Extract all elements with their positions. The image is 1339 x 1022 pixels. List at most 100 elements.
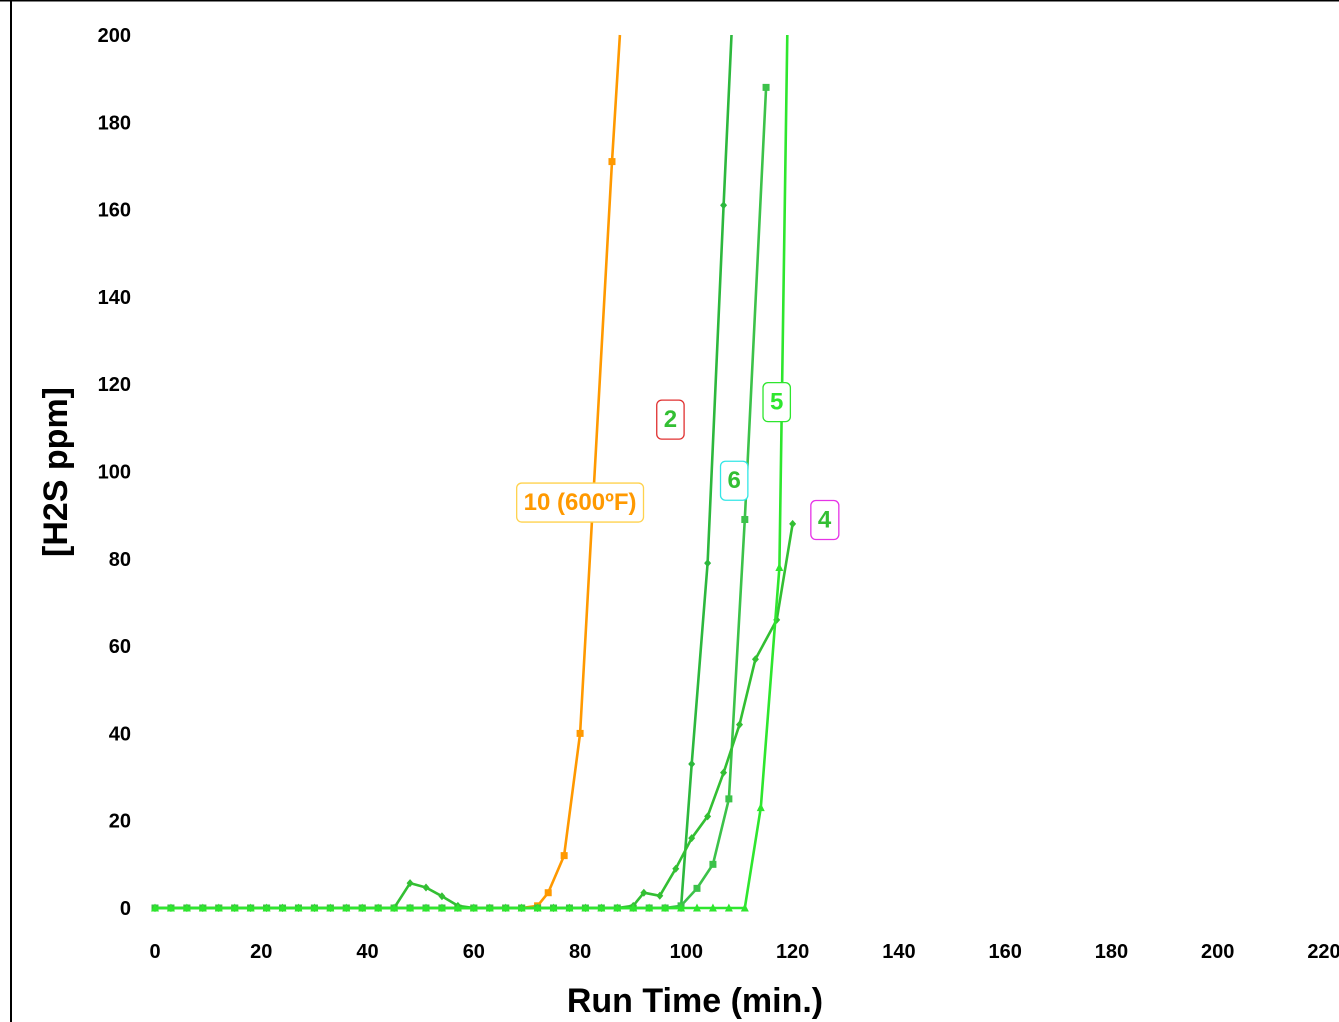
data-point	[214, 903, 223, 912]
data-point	[390, 903, 399, 912]
x-tick-label: 0	[149, 941, 160, 963]
series-4	[151, 519, 797, 912]
data-point	[692, 903, 701, 912]
x-tick-label: 180	[1095, 941, 1128, 963]
y-tick-label: 160	[98, 200, 131, 222]
series-line	[155, 34, 733, 910]
data-point	[421, 903, 430, 912]
y-tick-label: 0	[120, 898, 131, 920]
x-tick-label: 200	[1201, 941, 1234, 963]
data-point	[166, 903, 175, 912]
data-point	[608, 158, 616, 166]
callout-group: 10 (600ºF) 2 6 5 4	[516, 382, 840, 541]
data-point	[751, 655, 759, 664]
callout-border	[516, 482, 645, 523]
data-point	[756, 803, 765, 812]
data-point	[645, 903, 654, 912]
data-point	[693, 884, 701, 892]
data-point	[789, 519, 797, 528]
data-point	[358, 903, 367, 912]
data-point	[704, 559, 712, 568]
x-tick-label: 140	[882, 941, 915, 963]
data-point	[688, 834, 696, 843]
data-point	[262, 903, 271, 912]
callout-6: 6	[719, 460, 749, 501]
callout-5: 5	[762, 382, 792, 423]
data-point	[310, 903, 319, 912]
callout-border	[810, 499, 840, 541]
x-tick-label: 160	[988, 941, 1021, 963]
y-tick-label: 20	[109, 811, 131, 833]
data-point	[677, 903, 686, 912]
data-point	[230, 903, 239, 912]
callout-10-600-f: 10 (600ºF)	[516, 482, 645, 523]
data-point	[342, 903, 351, 912]
x-tick-label: 60	[463, 941, 485, 963]
y-tick-label: 100	[98, 462, 131, 484]
data-point	[704, 812, 712, 821]
data-point	[613, 903, 622, 912]
data-point	[629, 903, 638, 912]
callout-2: 2	[656, 399, 685, 440]
data-point	[725, 795, 733, 803]
callout-label: 5	[770, 389, 783, 416]
callout-border	[719, 460, 749, 501]
data-point	[453, 903, 462, 912]
y-tick-labels: 0 20 40 60 80 100 120 140 160 180 200	[98, 25, 131, 920]
x-tick-label: 20	[250, 941, 272, 963]
data-point	[661, 903, 670, 912]
data-point	[560, 852, 568, 860]
data-point	[517, 903, 526, 912]
x-tick-label: 220	[1307, 941, 1339, 963]
data-point	[720, 768, 728, 777]
x-axis-title: Run Time (min.)	[567, 982, 823, 1020]
callout-label: 10 (600ºF)	[524, 489, 637, 516]
data-point	[741, 516, 749, 524]
y-tick-label: 40	[109, 723, 131, 745]
data-point	[246, 903, 255, 912]
data-point	[438, 892, 446, 901]
data-point	[549, 903, 558, 912]
data-point	[485, 903, 494, 912]
series-line	[155, 34, 789, 910]
data-point	[775, 563, 784, 572]
data-point	[581, 903, 590, 912]
y-axis-title: [H2S ppm]	[37, 387, 75, 557]
y-tick-label: 140	[98, 287, 131, 309]
data-point	[762, 83, 770, 91]
y-tick-label: 80	[109, 549, 131, 571]
y-tick-label: 60	[109, 636, 131, 658]
data-point	[565, 903, 574, 912]
data-point	[406, 903, 415, 912]
series-6	[151, 83, 770, 912]
data-point	[182, 903, 191, 912]
x-tick-label: 40	[356, 941, 378, 963]
x-tick-label: 80	[569, 941, 591, 963]
data-point	[406, 879, 414, 888]
callout-border	[656, 399, 685, 440]
data-point	[672, 864, 680, 873]
y-tick-label: 120	[98, 374, 131, 396]
x-tick-labels: 0 20 40 60 80 100 120 140 160 180 200 220	[149, 941, 1339, 963]
callout-label: 4	[818, 507, 832, 534]
data-point	[740, 903, 749, 912]
series-5	[151, 34, 789, 912]
data-point	[151, 903, 159, 912]
series-line	[155, 523, 794, 910]
callout-4: 4	[810, 499, 840, 541]
data-point	[640, 888, 648, 897]
series-group	[151, 34, 797, 912]
data-point	[198, 903, 207, 912]
data-point	[544, 889, 552, 897]
x-tick-label: 120	[776, 941, 809, 963]
data-point	[656, 891, 664, 900]
series-2	[151, 34, 733, 912]
data-point	[688, 759, 696, 768]
data-point	[326, 903, 335, 912]
series-line	[155, 34, 622, 910]
x-tick-label: 100	[670, 941, 703, 963]
data-point	[437, 903, 446, 912]
data-point	[501, 903, 510, 912]
data-point	[597, 903, 606, 912]
callout-border	[762, 382, 792, 423]
